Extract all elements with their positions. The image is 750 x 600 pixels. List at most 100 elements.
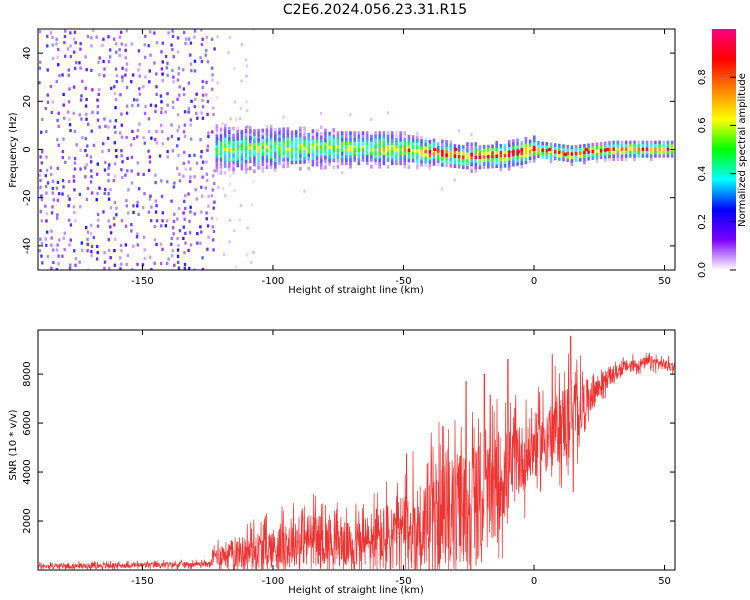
heatmap-cell — [57, 47, 60, 52]
heatmap-cell — [361, 154, 365, 159]
heatmap-cell — [399, 131, 402, 135]
heatmap-cell — [662, 154, 666, 158]
heatmap-cell — [299, 160, 302, 164]
heatmap-cell — [73, 129, 77, 133]
heatmap-cell — [641, 154, 645, 158]
heatmap-cell — [215, 164, 219, 169]
heatmap-cell — [84, 86, 87, 90]
heatmap-cell — [649, 140, 653, 145]
heatmap-cell — [107, 148, 111, 153]
heatmap-cell — [612, 157, 615, 162]
y-tick-label: 4000 — [22, 459, 33, 484]
heatmap-cell — [386, 111, 389, 115]
heatmap-cell — [290, 154, 294, 158]
heatmap-cell — [474, 145, 478, 150]
heatmap-cell — [457, 158, 461, 162]
heatmap-cell — [516, 145, 519, 149]
heatmap-cell — [98, 87, 101, 92]
heatmap-cell — [507, 150, 511, 154]
heatmap-cell — [495, 157, 498, 162]
heatmap-cell — [120, 249, 123, 253]
heatmap-cell — [507, 163, 511, 168]
heatmap-cell — [612, 140, 615, 145]
heatmap-cell — [73, 249, 76, 253]
heatmap-cell — [441, 139, 444, 144]
heatmap-cell — [86, 268, 90, 270]
heatmap-cell — [201, 85, 204, 90]
heatmap-cell — [121, 66, 124, 70]
heatmap-cell — [299, 146, 302, 151]
heatmap-cell — [161, 142, 165, 146]
heatmap-cell — [166, 92, 169, 96]
heatmap-cell — [72, 85, 76, 89]
heatmap-cell — [144, 34, 147, 38]
heatmap-cell — [303, 133, 306, 137]
heatmap-cell — [278, 161, 281, 166]
heatmap-cell — [64, 29, 67, 33]
heatmap-cell — [324, 158, 327, 163]
heatmap-cell — [424, 156, 427, 160]
heatmap-cell — [378, 158, 382, 162]
heatmap-cell — [662, 150, 666, 155]
heatmap-cell — [149, 53, 152, 57]
heatmap-cell — [136, 98, 139, 102]
heatmap-cell — [265, 165, 269, 170]
heatmap-cell — [361, 131, 365, 135]
heatmap-cell — [86, 242, 89, 246]
heatmap-cell — [445, 150, 448, 154]
heatmap-cell — [170, 123, 173, 127]
heatmap-cell — [332, 128, 336, 132]
heatmap-cell — [89, 180, 93, 184]
heatmap-cell — [143, 248, 146, 252]
heatmap-cell — [160, 67, 164, 71]
heatmap-cell — [382, 144, 386, 149]
heatmap-cell — [269, 124, 273, 129]
heatmap-cell — [257, 145, 260, 150]
heatmap-cell — [340, 144, 344, 149]
heatmap-cell — [449, 147, 453, 151]
heatmap-cell — [215, 141, 219, 145]
heatmap-cell — [411, 138, 415, 143]
heatmap-cell — [253, 145, 256, 150]
heatmap-cell — [503, 157, 507, 161]
heatmap-cell — [629, 143, 632, 148]
heatmap-cell — [85, 112, 88, 116]
heatmap-cell — [84, 104, 88, 108]
heatmap-cell — [370, 141, 373, 145]
heatmap-cell — [61, 155, 64, 160]
heatmap-cell — [637, 154, 641, 158]
heatmap-cell — [274, 138, 277, 142]
heatmap-cell — [92, 143, 96, 147]
heatmap-cell — [399, 137, 402, 142]
heatmap-cell — [274, 161, 277, 166]
heatmap-cell — [482, 155, 486, 159]
heatmap-cell — [63, 40, 66, 45]
heatmap-cell — [103, 67, 106, 71]
heatmap-cell — [328, 152, 331, 156]
heatmap-cell — [311, 156, 315, 160]
heatmap-cell — [386, 148, 390, 152]
heatmap-cell — [340, 148, 344, 152]
heatmap-cell — [461, 162, 465, 166]
heatmap-cell — [520, 151, 524, 155]
heatmap-cell — [121, 79, 124, 83]
heatmap-cell — [624, 143, 628, 148]
heatmap-cell — [269, 145, 273, 149]
heatmap-cell — [228, 130, 231, 135]
heatmap-cell — [365, 161, 369, 166]
heatmap-cell — [216, 96, 219, 100]
heatmap-cell — [144, 75, 147, 79]
heatmap-cell — [428, 143, 432, 147]
heatmap-cell — [55, 42, 58, 46]
heatmap-cell — [68, 123, 72, 127]
heatmap-cell — [228, 154, 231, 158]
heatmap-cell — [311, 149, 315, 154]
heatmap-cell — [154, 180, 157, 185]
heatmap-cell — [328, 155, 331, 159]
heatmap-cell — [57, 262, 60, 266]
heatmap-cell — [108, 248, 111, 253]
heatmap-cell — [591, 146, 595, 150]
heatmap-cell — [591, 156, 595, 161]
heatmap-cell — [67, 100, 71, 104]
heatmap-cell — [378, 164, 382, 169]
